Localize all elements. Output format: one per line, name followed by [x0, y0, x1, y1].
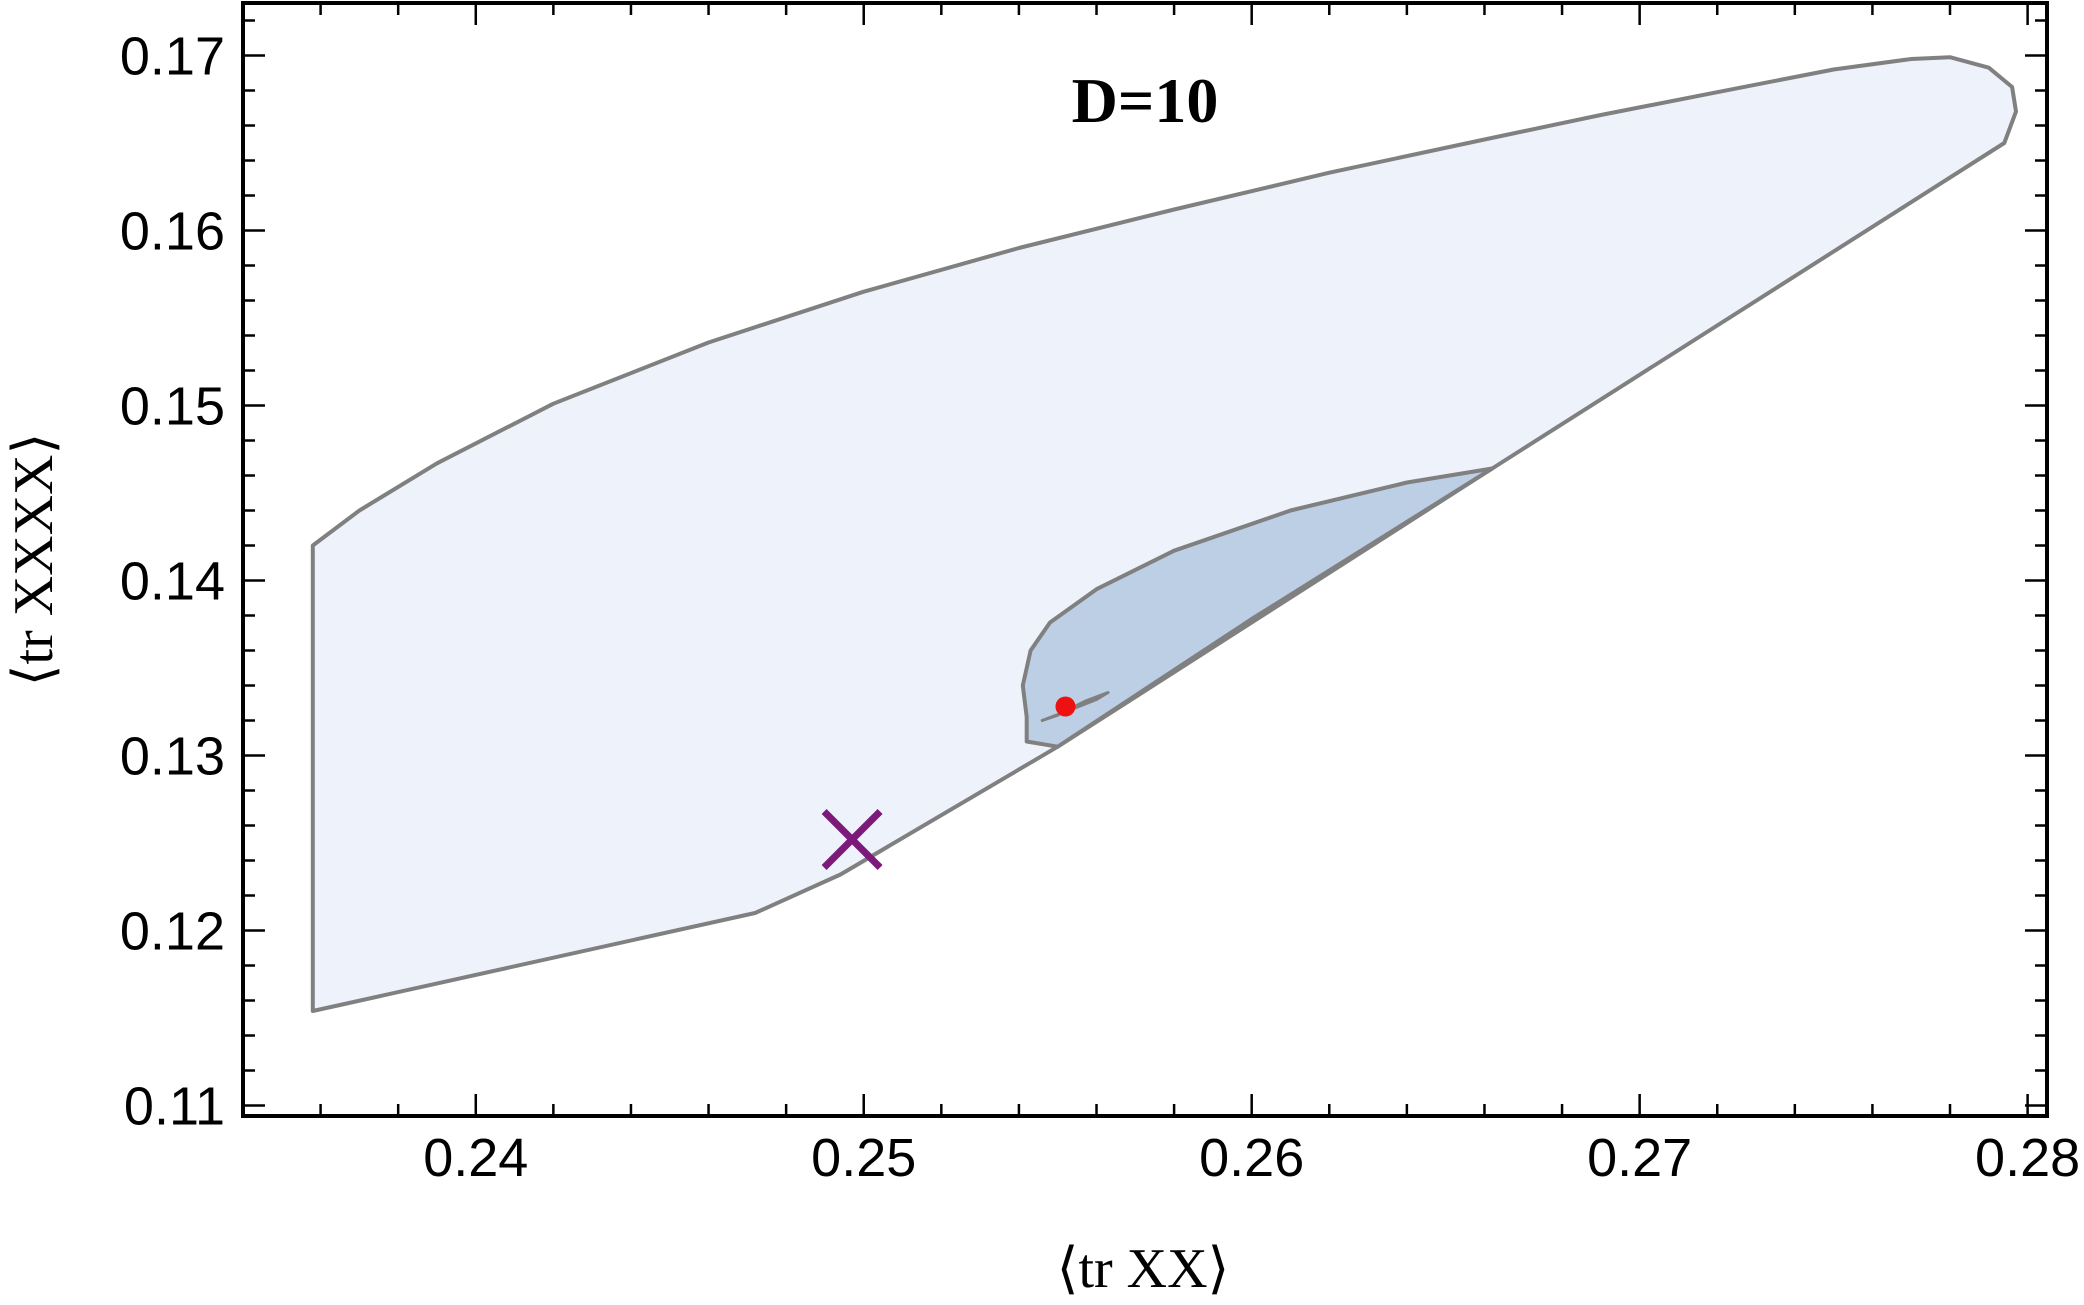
y-tick-label: 0.17	[120, 27, 225, 87]
y-tick-label: 0.12	[120, 902, 225, 962]
x-tick-label: 0.27	[1587, 1128, 1692, 1188]
marker-cross	[821, 809, 883, 870]
tick-labels: 0.24 0.25 0.26 0.27 0.28 0.11 0.12 0.13 0.14 0.15…	[120, 27, 2080, 1189]
x-tick-label: 0.24	[423, 1128, 528, 1188]
y-tick-label: 0.16	[120, 202, 225, 262]
marker-cross-stroke-b	[821, 809, 883, 870]
region-outer	[310, 55, 2018, 1013]
ticks	[241, 3, 2047, 1116]
x-tick-label: 0.28	[1975, 1128, 2080, 1188]
y-tick-label: 0.11	[124, 1077, 225, 1137]
plot-frame	[241, 1, 2049, 1118]
markers	[821, 696, 1076, 870]
y-tick-label: 0.14	[120, 552, 225, 612]
y-tick-label: 0.13	[120, 727, 225, 787]
y-axis-title: ⟨tr XXXX⟩	[3, 433, 65, 687]
x-tick-label: 0.26	[1199, 1128, 1304, 1188]
marker-dot	[1055, 696, 1076, 717]
regions	[310, 55, 2018, 1013]
chart-title: D=10	[1072, 65, 1219, 136]
y-tick-label: 0.15	[120, 377, 225, 437]
region-inner	[1020, 466, 1495, 749]
x-tick-label: 0.25	[811, 1128, 916, 1188]
x-axis-title: ⟨tr XX⟩	[1057, 1238, 1230, 1300]
